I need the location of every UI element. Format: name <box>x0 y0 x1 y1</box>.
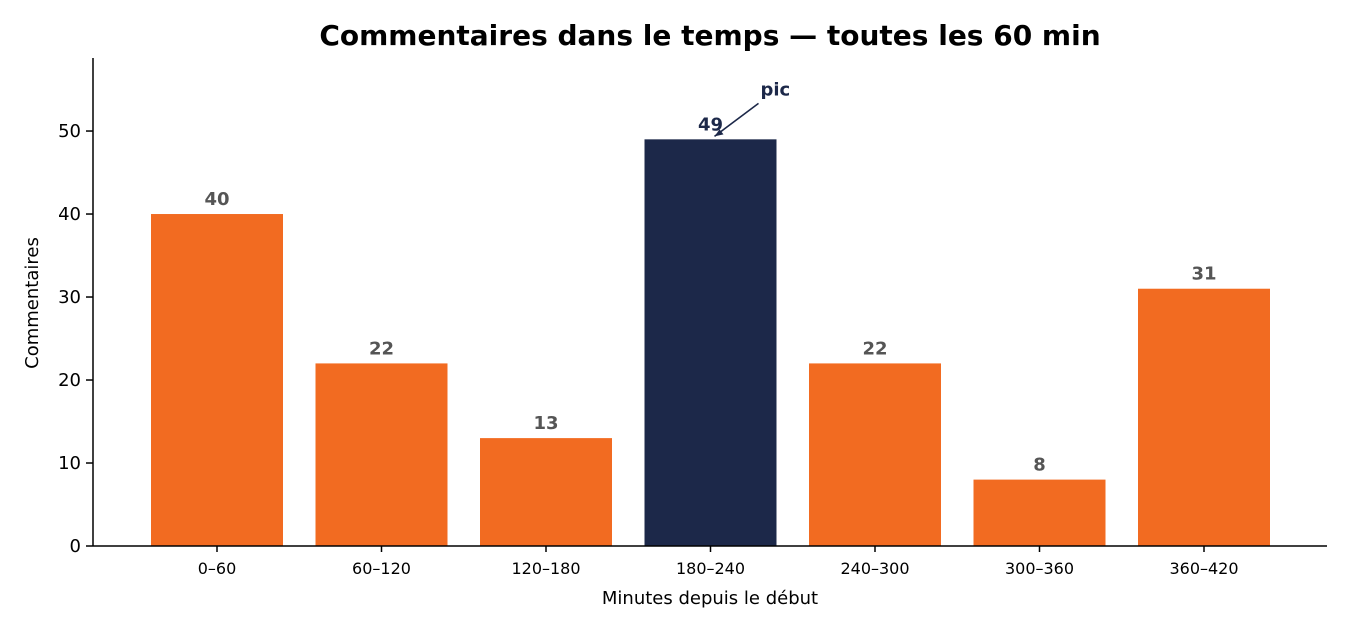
y-tick-label: 30 <box>58 287 81 308</box>
data-label: 22 <box>862 338 887 359</box>
bar-240–300 <box>809 363 941 546</box>
x-tick-label: 240–300 <box>840 559 909 578</box>
annotation-label: pic <box>761 79 791 100</box>
data-label: 13 <box>533 413 558 434</box>
x-tick-label: 300–360 <box>1005 559 1074 578</box>
x-tick-label: 120–180 <box>511 559 580 578</box>
data-label: 40 <box>204 189 229 210</box>
bar-120–180 <box>480 438 612 546</box>
bar-360–420 <box>1138 288 1270 546</box>
data-labels-group: 40 22 13 49 22 8 31 <box>204 114 1216 475</box>
annotation-arrow <box>714 102 759 137</box>
y-tick-label: 40 <box>58 204 81 225</box>
x-tick-label: 60–120 <box>352 559 411 578</box>
bar-60–120 <box>315 363 448 546</box>
y-tick-label: 0 <box>70 536 81 557</box>
annotation-arrowhead <box>714 129 724 137</box>
y-tick-label: 20 <box>58 370 81 391</box>
x-tick-label: 180–240 <box>676 559 745 578</box>
y-axis: 0 10 20 30 40 50 <box>58 58 94 557</box>
bar-180–240 <box>644 139 777 547</box>
x-axis-label: Minutes depuis le début <box>602 588 818 609</box>
data-label: 49 <box>698 114 723 135</box>
x-tick-label: 0–60 <box>198 559 237 578</box>
bars-group <box>151 139 1270 547</box>
bar-0–60 <box>151 214 283 546</box>
x-axis: 0–60 60–120 120–180 180–240 240–300 300–360 36… <box>93 545 1327 578</box>
y-tick-label: 10 <box>58 453 81 474</box>
data-label: 31 <box>1191 264 1216 285</box>
chart-title: Commentaires dans le temps — toutes les … <box>319 19 1100 52</box>
peak-annotation: pic <box>714 79 791 137</box>
y-tick-label: 50 <box>58 121 81 142</box>
x-tick-label: 360–420 <box>1169 559 1238 578</box>
bar-300–360 <box>973 479 1106 546</box>
y-axis-label: Commentaires <box>22 237 43 369</box>
data-label: 22 <box>369 338 394 359</box>
data-label: 8 <box>1033 455 1046 476</box>
